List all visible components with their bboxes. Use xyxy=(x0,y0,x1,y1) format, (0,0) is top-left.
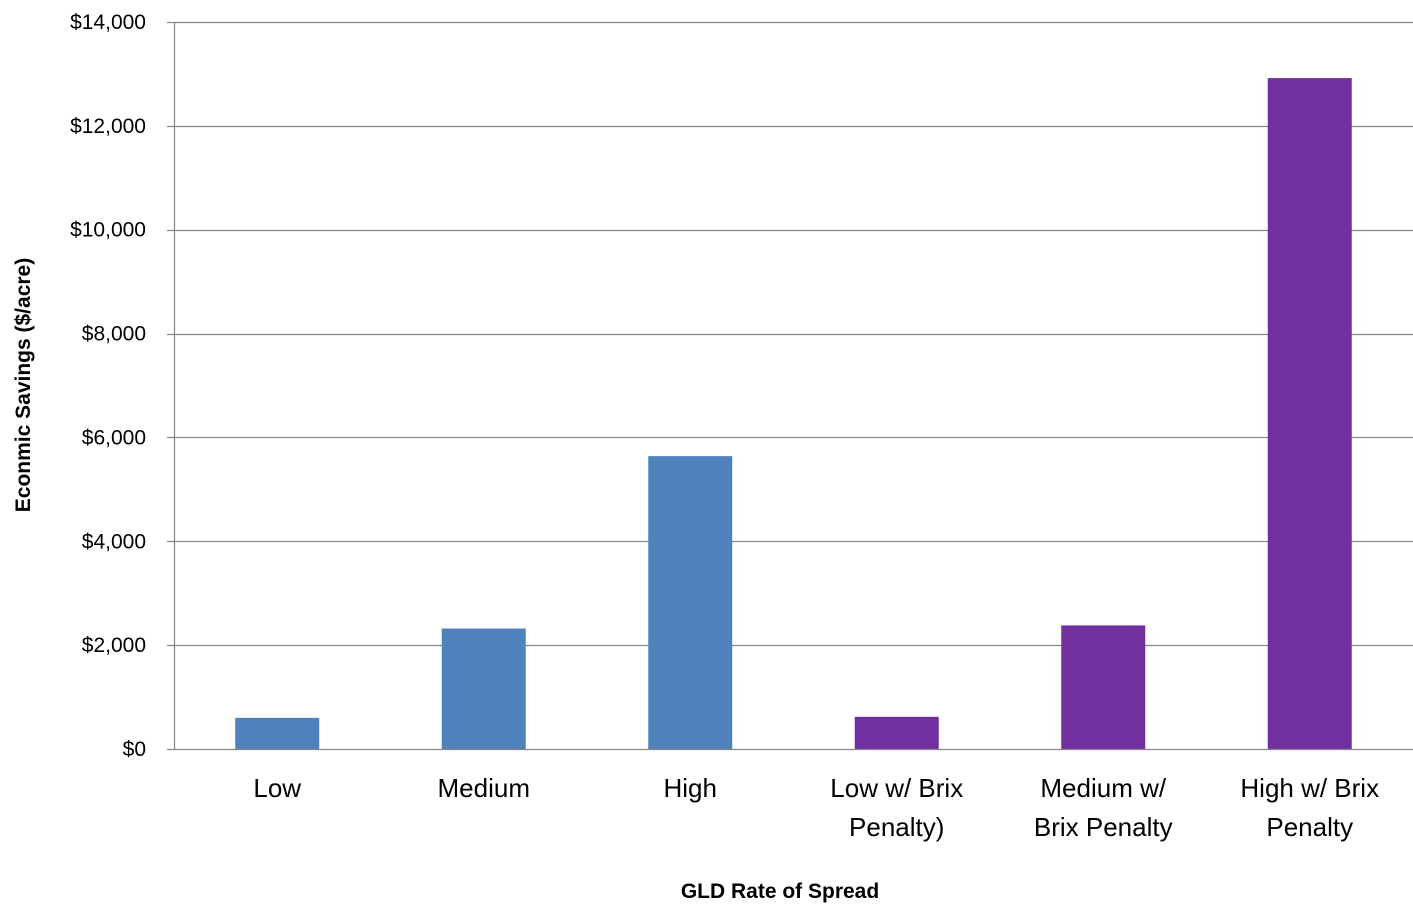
bar xyxy=(648,456,733,749)
bar xyxy=(235,717,320,749)
y-tick-label: $14,000 xyxy=(70,11,146,34)
bar xyxy=(854,716,939,749)
x-category-label: Low xyxy=(253,773,301,803)
x-category-label: High xyxy=(664,773,717,803)
y-tick-label: $8,000 xyxy=(82,323,146,346)
bar xyxy=(1061,625,1146,749)
x-category-label: Low w/ Brix Penalty) xyxy=(830,773,963,842)
x-axis-title: GLD Rate of Spread xyxy=(681,880,879,903)
y-tick-label: $10,000 xyxy=(70,219,146,242)
y-tick-label: $6,000 xyxy=(82,426,146,449)
axes xyxy=(167,21,1413,751)
gridlines xyxy=(174,21,1413,647)
y-tick-label: $12,000 xyxy=(70,115,146,138)
y-tick-labels: $0 $2,000 $4,000 $6,000 $8,000 $10,000 $12,000… xyxy=(70,11,146,761)
x-category-label: Medium xyxy=(438,773,530,803)
bar xyxy=(441,628,526,749)
y-tick-label: $4,000 xyxy=(82,530,146,553)
y-tick-label: $2,000 xyxy=(82,634,146,657)
y-axis-title: Econmic Savings ($/acre) xyxy=(12,258,35,512)
bars xyxy=(235,78,1352,749)
x-category-label: Medium w/Brix Penalty xyxy=(1034,773,1173,842)
x-category-labels: Low Medium High Low w/ Brix Penalty) Medium w… xyxy=(253,773,1379,842)
bar xyxy=(1267,78,1352,749)
y-tick-label: $0 xyxy=(123,738,146,761)
x-category-label: High w/ Brix Penalty xyxy=(1240,773,1379,842)
